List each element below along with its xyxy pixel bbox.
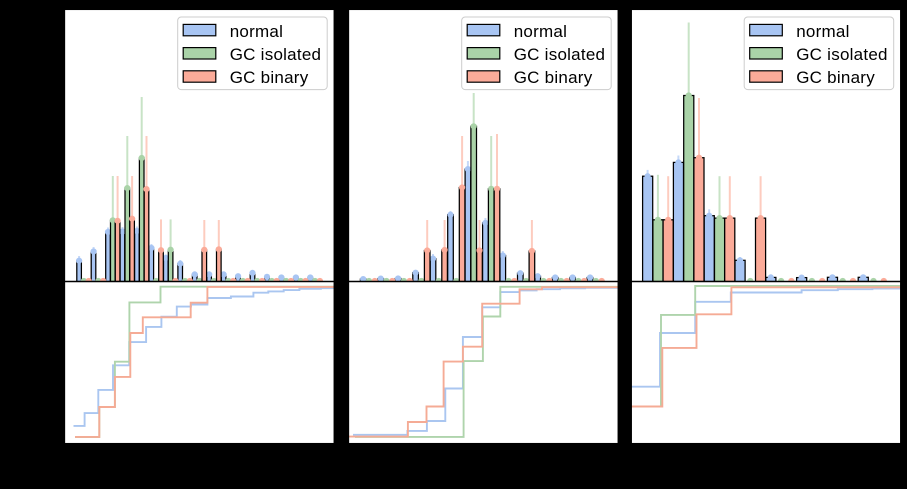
svg-text:normal: normal <box>230 22 283 41</box>
svg-text:GC binary: GC binary <box>230 68 309 87</box>
svg-text:GC binary: GC binary <box>796 68 875 87</box>
svg-text:GC isolated: GC isolated <box>230 45 322 64</box>
svg-text:GC isolated: GC isolated <box>514 45 606 64</box>
svg-text:normal: normal <box>514 22 567 41</box>
svg-text:GC isolated: GC isolated <box>796 45 888 64</box>
svg-text:normal: normal <box>796 22 849 41</box>
svg-text:GC binary: GC binary <box>514 68 593 87</box>
